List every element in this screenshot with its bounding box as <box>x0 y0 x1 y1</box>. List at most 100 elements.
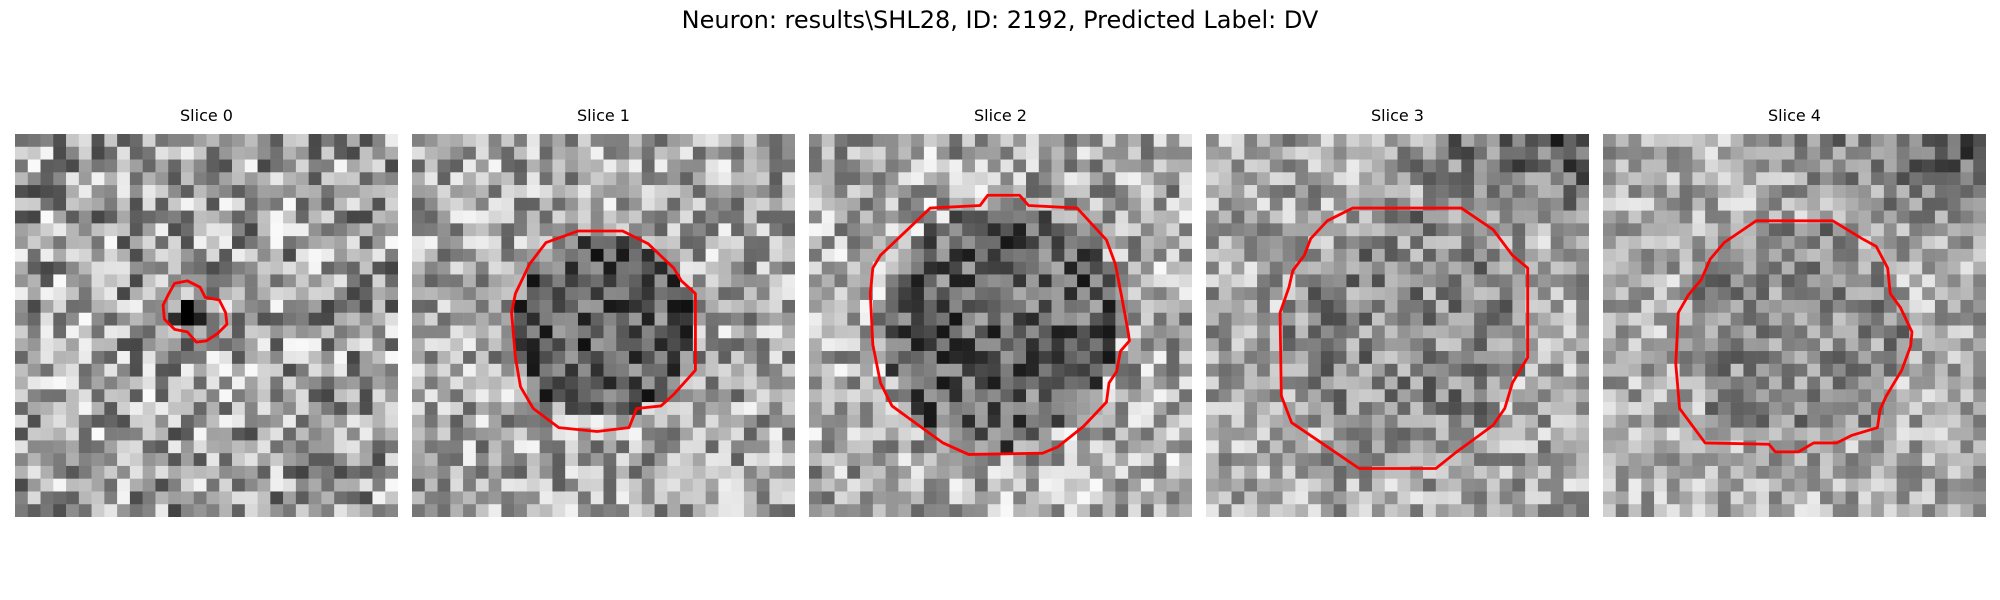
image-pixel <box>359 491 373 505</box>
image-pixel <box>372 236 386 250</box>
image-pixel <box>27 351 41 365</box>
image-pixel <box>91 159 105 173</box>
image-pixel <box>667 453 681 467</box>
image-pixel <box>1550 172 1564 186</box>
image-pixel <box>1832 312 1846 326</box>
image-pixel <box>270 185 284 199</box>
image-pixel <box>437 223 451 237</box>
image-pixel <box>987 287 1001 301</box>
image-pixel <box>1474 402 1488 416</box>
image-pixel <box>923 274 937 288</box>
image-pixel <box>1563 427 1577 441</box>
image-pixel <box>1909 504 1923 517</box>
image-pixel <box>641 376 655 390</box>
image-pixel <box>334 312 348 326</box>
image-pixel <box>1295 376 1309 390</box>
image-pixel <box>1973 185 1986 199</box>
image-pixel <box>295 325 309 339</box>
image-pixel <box>206 351 220 365</box>
image-pixel <box>1308 491 1322 505</box>
image-pixel <box>1448 491 1462 505</box>
image-pixel <box>565 236 579 250</box>
image-pixel <box>1512 299 1526 313</box>
image-pixel <box>885 363 899 377</box>
image-pixel <box>385 287 398 301</box>
image-pixel <box>321 504 335 517</box>
image-pixel <box>1883 146 1897 160</box>
image-pixel <box>898 261 912 275</box>
image-pixel <box>1257 236 1271 250</box>
image-pixel <box>117 248 131 262</box>
image-pixel <box>1308 197 1322 211</box>
image-pixel <box>514 299 528 313</box>
image-pixel <box>1179 159 1192 173</box>
image-pixel <box>782 478 795 492</box>
image-pixel <box>1410 427 1424 441</box>
image-pixel <box>142 427 156 441</box>
image-pixel <box>1512 504 1526 517</box>
image-pixel <box>501 248 515 262</box>
image-pixel <box>911 376 925 390</box>
image-pixel <box>1244 261 1258 275</box>
image-pixel <box>974 274 988 288</box>
image-pixel <box>206 504 220 517</box>
image-pixel <box>680 172 694 186</box>
image-pixel <box>718 248 732 262</box>
image-pixel <box>705 236 719 250</box>
image-pixel <box>27 287 41 301</box>
image-pixel <box>40 491 54 505</box>
image-pixel <box>1768 185 1782 199</box>
image-pixel <box>1153 134 1167 148</box>
image-pixel <box>936 248 950 262</box>
image-pixel <box>1346 389 1360 403</box>
image-pixel <box>1743 504 1757 517</box>
image-pixel <box>565 338 579 352</box>
image-pixel <box>142 159 156 173</box>
image-pixel <box>1269 236 1283 250</box>
image-pixel <box>346 427 360 441</box>
image-pixel <box>321 478 335 492</box>
image-pixel <box>552 491 566 505</box>
image-pixel <box>359 427 373 441</box>
roi-contour <box>1674 219 1914 454</box>
image-pixel <box>514 453 528 467</box>
image-pixel <box>450 325 464 339</box>
image-pixel <box>743 478 757 492</box>
image-pixel <box>1153 185 1167 199</box>
image-pixel <box>1973 146 1986 160</box>
image-pixel <box>206 274 220 288</box>
image-pixel <box>1537 440 1551 454</box>
image-pixel <box>834 478 848 492</box>
image-pixel <box>705 223 719 237</box>
image-pixel <box>1102 491 1116 505</box>
image-pixel <box>718 236 732 250</box>
image-pixel <box>1102 427 1116 441</box>
image-pixel <box>962 389 976 403</box>
image-pixel <box>334 427 348 441</box>
image-pixel <box>1384 236 1398 250</box>
image-pixel <box>1525 453 1539 467</box>
image-pixel <box>1909 236 1923 250</box>
image-pixel <box>1384 159 1398 173</box>
image-pixel <box>1947 427 1961 441</box>
image-pixel <box>475 248 489 262</box>
image-pixel <box>1603 185 1617 199</box>
image-pixel <box>346 312 360 326</box>
image-pixel <box>1807 261 1821 275</box>
image-pixel <box>1550 389 1564 403</box>
image-pixel <box>1717 389 1731 403</box>
image-pixel <box>616 159 630 173</box>
image-pixel <box>1666 274 1680 288</box>
image-pixel <box>359 453 373 467</box>
image-pixel <box>334 261 348 275</box>
image-pixel <box>1410 172 1424 186</box>
image-pixel <box>244 134 258 148</box>
image-pixel <box>359 440 373 454</box>
image-pixel <box>1089 504 1103 517</box>
image-pixel <box>552 376 566 390</box>
image-pixel <box>1269 453 1283 467</box>
image-pixel <box>898 159 912 173</box>
image-pixel <box>1410 414 1424 428</box>
image-pixel <box>1231 478 1245 492</box>
image-pixel <box>168 465 182 479</box>
